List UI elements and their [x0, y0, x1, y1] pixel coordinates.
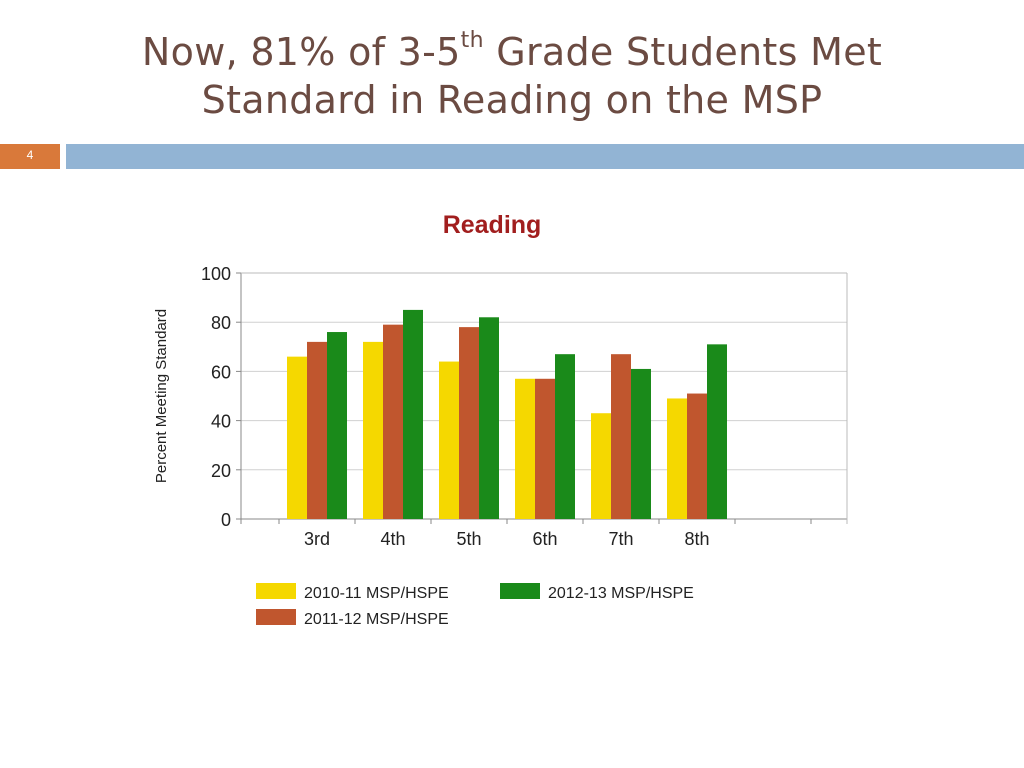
- y-tick-label: 80: [211, 313, 231, 333]
- legend-swatch-series-3: [500, 583, 540, 599]
- x-category-label: 3rd: [304, 529, 330, 549]
- bar-8th-series-3: [707, 344, 727, 519]
- bar-4th-series-2: [383, 324, 403, 519]
- x-category-label: 5th: [456, 529, 481, 549]
- bar-3rd-series-1: [287, 356, 307, 519]
- title-line1-prefix: Now, 81% of 3-5: [141, 30, 461, 74]
- legend-label-series-3: 2012-13 MSP/HSPE: [548, 585, 694, 602]
- bar-8th-series-2: [687, 393, 707, 519]
- bar-7th-series-2: [611, 354, 631, 519]
- bar-3rd-series-3: [327, 332, 347, 519]
- bar-6th-series-3: [555, 354, 575, 519]
- bar-5th-series-1: [439, 361, 459, 519]
- page-number: 4: [26, 148, 34, 162]
- legend-swatch-series-1: [256, 583, 296, 599]
- header-divider-band: [66, 144, 1024, 169]
- bar-7th-series-3: [631, 368, 651, 519]
- y-axis-label: Percent Meeting Standard: [153, 309, 170, 483]
- bar-6th-series-2: [535, 378, 555, 519]
- bar-7th-series-1: [591, 413, 611, 519]
- slide-title: Now, 81% of 3-5th Grade Students Met Sta…: [60, 28, 964, 124]
- legend-label-series-1: 2010-11 MSP/HSPE: [304, 585, 449, 602]
- bar-3rd-series-2: [307, 341, 327, 519]
- bar-6th-series-1: [515, 378, 535, 519]
- bar-5th-series-2: [459, 327, 479, 519]
- y-tick-label: 60: [211, 362, 231, 382]
- bar-4th-series-1: [363, 341, 383, 519]
- y-tick-label: 0: [221, 510, 231, 530]
- x-category-label: 4th: [380, 529, 405, 549]
- x-category-label: 6th: [532, 529, 557, 549]
- legend-swatch-series-2: [256, 609, 296, 625]
- legend-label-series-2: 2011-12 MSP/HSPE: [304, 611, 449, 628]
- page-number-badge: 4: [0, 144, 60, 169]
- title-line1-suffix: Grade Students Met: [483, 30, 883, 74]
- y-tick-label: 40: [211, 412, 231, 432]
- bar-8th-series-1: [667, 398, 687, 519]
- bar-4th-series-3: [403, 309, 423, 519]
- chart-title: Reading: [443, 211, 542, 239]
- x-category-label: 8th: [684, 529, 709, 549]
- y-tick-label: 20: [211, 461, 231, 481]
- bar-5th-series-3: [479, 317, 499, 519]
- title-superscript: th: [460, 28, 484, 54]
- x-category-label: 7th: [608, 529, 633, 549]
- y-tick-label: 100: [201, 264, 231, 284]
- title-line2: Standard in Reading on the MSP: [201, 78, 823, 122]
